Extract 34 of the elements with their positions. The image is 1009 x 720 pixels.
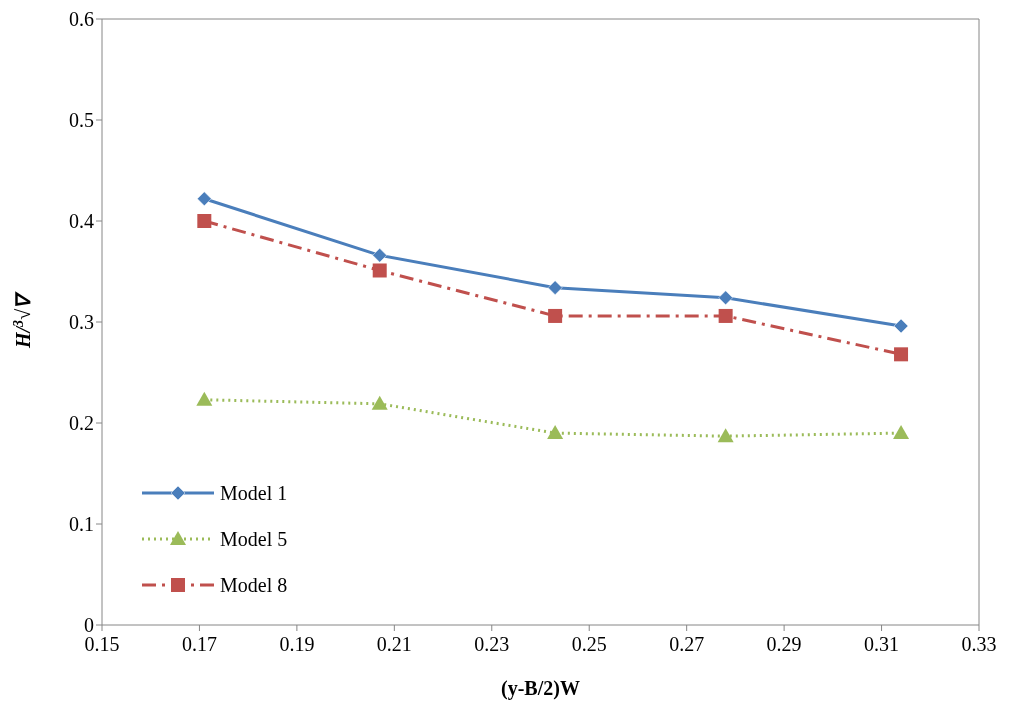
y-tick-label: 0.2 [69,412,94,435]
point [717,428,734,443]
point [718,308,733,323]
legend-label: Model 5 [220,527,288,551]
point [372,263,387,278]
legend-label: Model 8 [220,573,288,597]
point [197,214,212,228]
y-tick-label: 0.5 [69,109,94,132]
point [893,318,909,334]
x-tick-label: 0.29 [766,633,802,656]
point [548,308,563,323]
y-tick-label: 0.3 [69,311,94,334]
x-tick-label: 0.21 [376,633,412,656]
x-tick-label: 0.23 [474,633,510,656]
legend-label: Model 1 [220,481,288,505]
point [371,395,388,410]
y-tick-label: 0.4 [69,210,94,233]
point [372,248,387,263]
point [893,425,910,440]
point [718,290,733,306]
x-tick-label: 0.31 [864,633,900,656]
x-tick-label: 0.33 [961,633,997,656]
x-tick-label: 0.25 [571,633,607,656]
point [197,191,212,207]
y-tick-label: 0.6 [69,8,94,31]
point [547,280,563,295]
x-tick-label: 0.19 [279,633,315,656]
point [894,347,909,362]
x-tick-label: 0.27 [669,633,705,656]
point [547,425,564,440]
y-tick-label: 0.1 [69,513,94,536]
x-axis-title: (y-B/2)W [501,677,580,700]
point [196,391,213,406]
x-tick-label: 0.17 [181,633,217,656]
